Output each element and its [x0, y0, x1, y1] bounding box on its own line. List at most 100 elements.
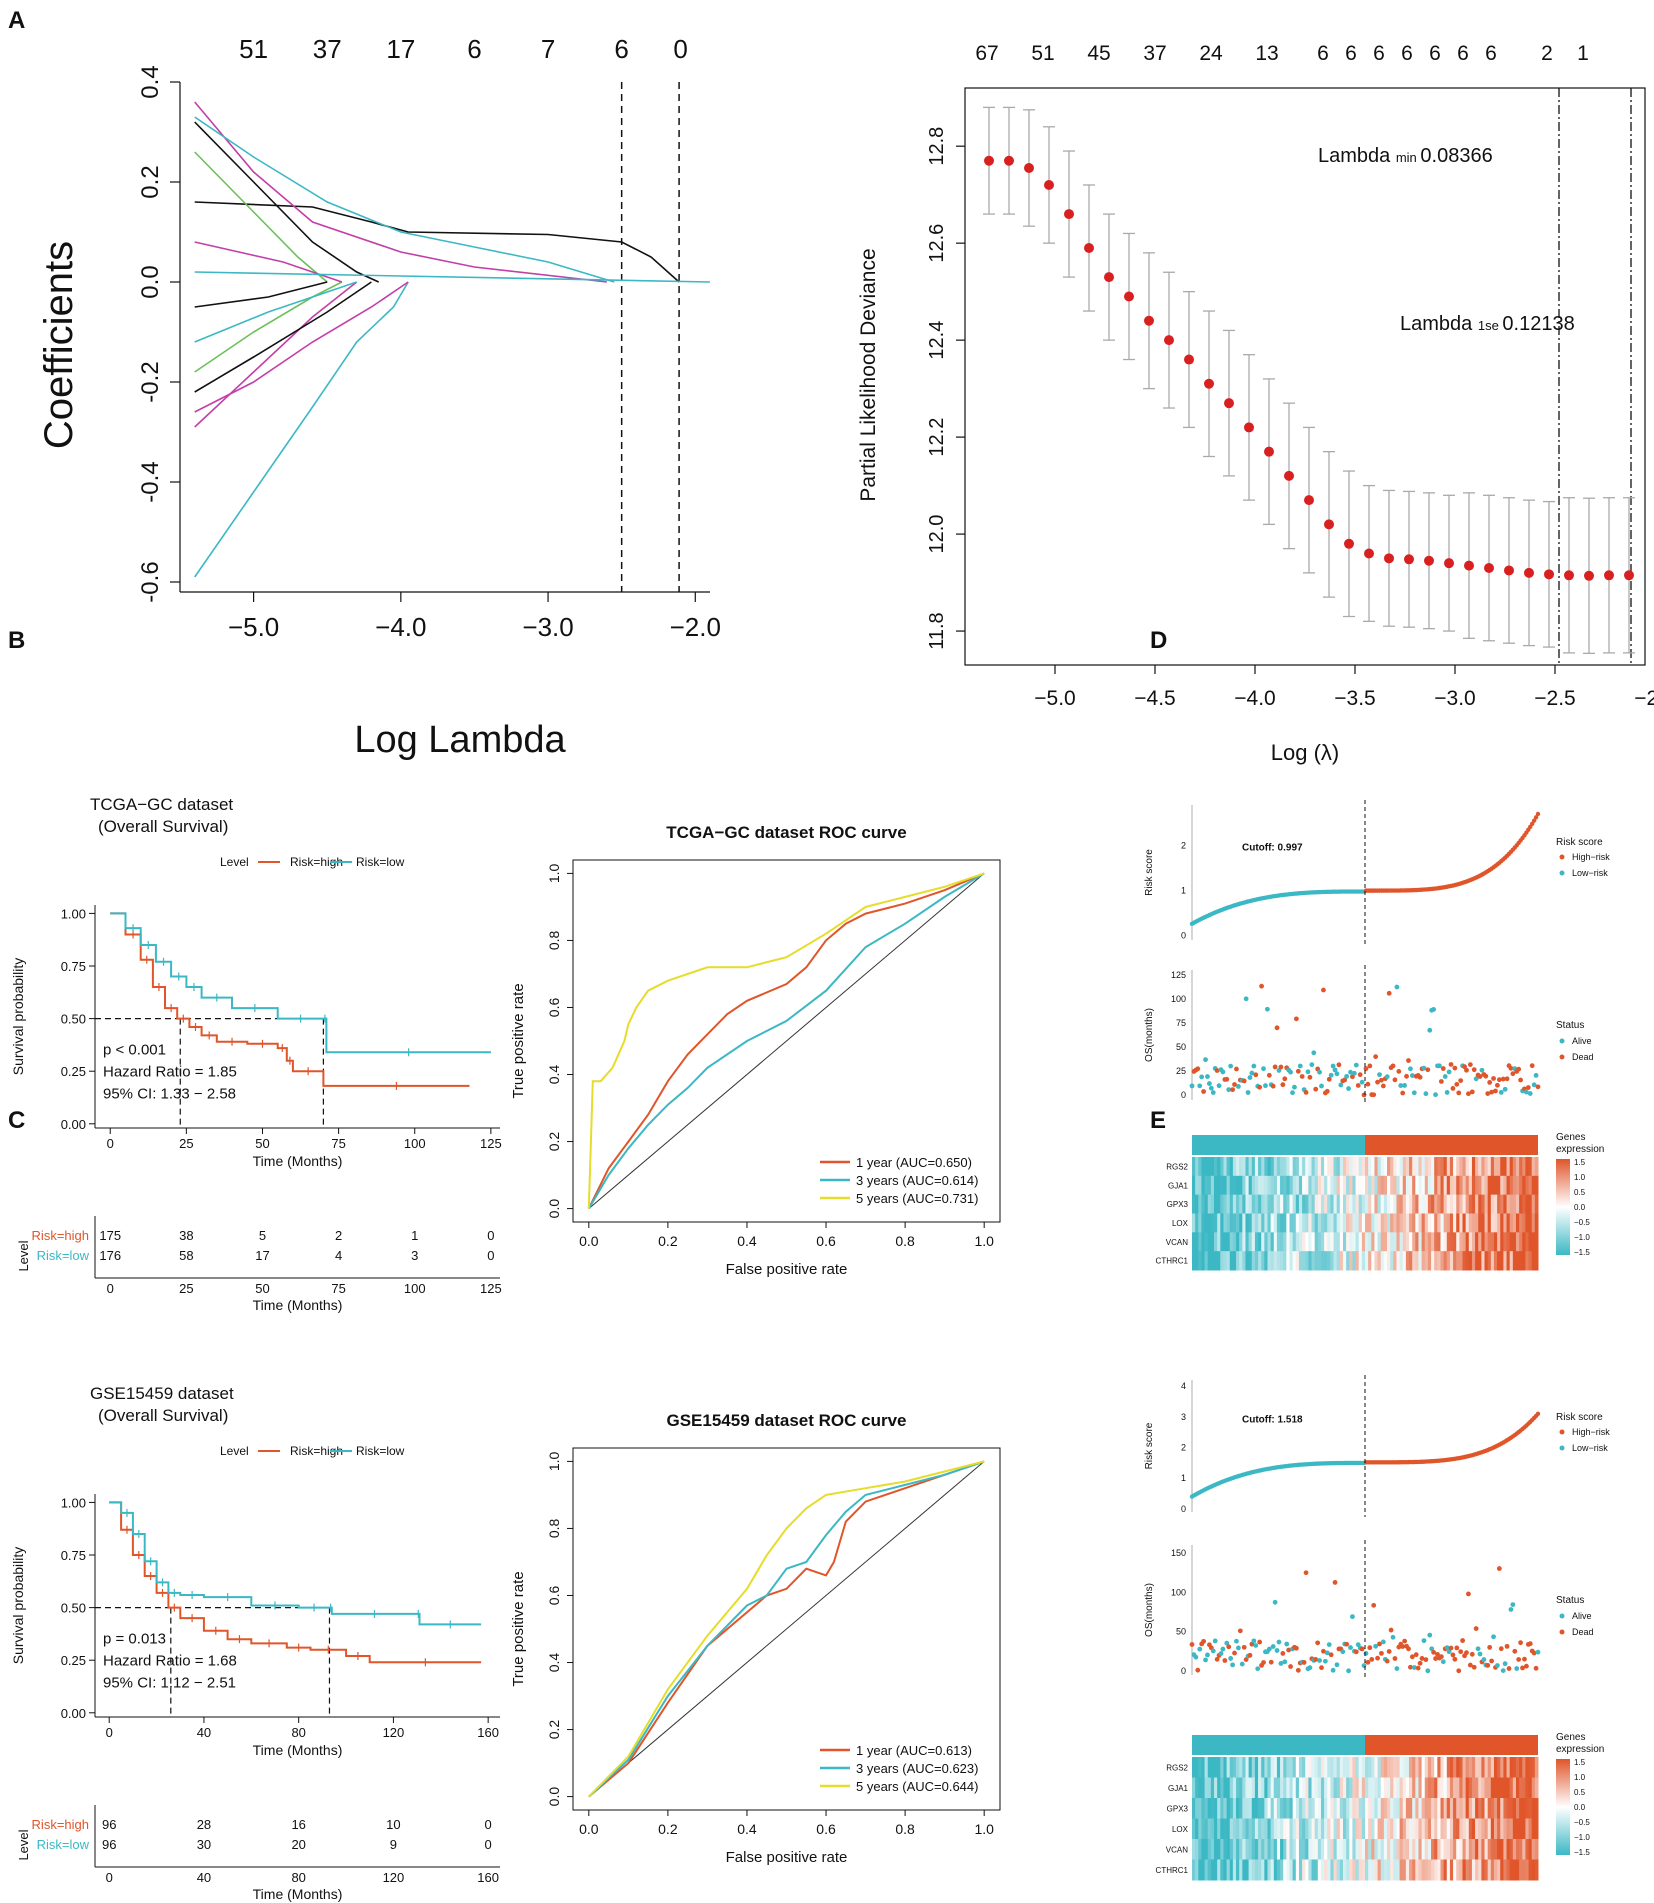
heat-cell: [1512, 1251, 1517, 1271]
heat-cell: [1195, 1798, 1199, 1819]
os-point: [1467, 1662, 1473, 1668]
legend-label: High−risk: [1572, 852, 1610, 862]
os-point: [1357, 1072, 1363, 1078]
heat-cell: [1361, 1839, 1366, 1860]
heat-cell: [1396, 1232, 1401, 1252]
os-point: [1423, 1091, 1429, 1097]
deviance-point: [1424, 555, 1434, 566]
heat-cell: [1358, 1757, 1363, 1778]
os-point: [1406, 1058, 1411, 1063]
heat-cell: [1522, 1175, 1526, 1196]
heat-cell: [1515, 1777, 1520, 1799]
heat-cell: [1352, 1251, 1357, 1271]
heat-cell: [1493, 1839, 1498, 1860]
heat-cell: [1248, 1213, 1253, 1233]
heat-cell: [1192, 1194, 1196, 1214]
os-point: [1471, 1067, 1477, 1073]
heat-cell: [1374, 1194, 1379, 1214]
os-point: [1522, 1656, 1527, 1662]
heat-cell: [1390, 1859, 1394, 1881]
coef-path: [194, 201, 680, 283]
heat-cell: [1204, 1777, 1209, 1799]
heat-cell: [1434, 1232, 1438, 1252]
heat-cell: [1236, 1859, 1240, 1881]
heat-cell: [1440, 1777, 1445, 1799]
heat-cell: [1412, 1859, 1416, 1881]
heat-cell: [1509, 1194, 1514, 1214]
heat-cell: [1515, 1757, 1520, 1778]
heat-cell: [1361, 1859, 1366, 1881]
os-point: [1377, 1641, 1382, 1647]
heat-cell: [1453, 1213, 1457, 1233]
heat-cell: [1248, 1757, 1253, 1778]
heat-cell: [1380, 1818, 1385, 1840]
y-tick-label: 0.4: [137, 65, 164, 98]
heat-cell: [1468, 1157, 1473, 1177]
heat-cell: [1283, 1777, 1287, 1799]
heat-cell: [1349, 1157, 1353, 1177]
heat-cell: [1393, 1757, 1397, 1778]
heat-cell: [1242, 1839, 1246, 1860]
heat-cell: [1387, 1757, 1391, 1778]
heat-cell: [1462, 1251, 1467, 1271]
y-tick-label: 0.75: [61, 959, 86, 974]
heat-cell: [1261, 1194, 1265, 1214]
heat-cell: [1298, 1251, 1303, 1271]
heat-cell: [1214, 1194, 1218, 1214]
os-point: [1212, 1638, 1218, 1644]
os-point: [1386, 1649, 1392, 1654]
risk-y-tick-label: 3: [1181, 1412, 1186, 1422]
heat-cell: [1377, 1798, 1382, 1819]
heat-cell: [1446, 1777, 1451, 1799]
os-point: [1483, 1073, 1489, 1079]
heat-cell: [1317, 1757, 1322, 1778]
heat-cell: [1471, 1251, 1476, 1271]
heat-cell: [1509, 1251, 1514, 1271]
heat-cell: [1258, 1839, 1262, 1860]
heat-cell: [1427, 1859, 1432, 1881]
heat-cell: [1393, 1194, 1397, 1214]
heat-cell: [1258, 1213, 1262, 1233]
heat-cell: [1201, 1232, 1206, 1252]
heat-cell: [1220, 1839, 1224, 1860]
group-bar-low: [1192, 1135, 1365, 1155]
legend-title: Status: [1556, 1020, 1584, 1031]
heat-cell: [1519, 1232, 1523, 1252]
heat-cell: [1427, 1213, 1432, 1233]
os-point: [1288, 1664, 1293, 1669]
heat-cell: [1471, 1175, 1476, 1196]
heat-cell: [1380, 1798, 1385, 1819]
heat-cell: [1251, 1798, 1256, 1819]
coef-path: [194, 116, 615, 283]
heat-cell: [1245, 1194, 1250, 1214]
heat-cell: [1402, 1839, 1407, 1860]
heat-cell: [1528, 1839, 1533, 1860]
heat-cell: [1270, 1232, 1275, 1252]
panel-label-B: B: [8, 627, 25, 654]
heat-cell: [1405, 1859, 1410, 1881]
heat-cell: [1254, 1818, 1259, 1840]
coef-path: [194, 281, 357, 343]
heat-cell: [1393, 1251, 1397, 1271]
top-df-label: 51: [239, 34, 268, 64]
heat-cell: [1377, 1213, 1382, 1233]
heat-cell: [1320, 1859, 1325, 1881]
os-point: [1392, 1656, 1398, 1661]
heat-cell: [1295, 1818, 1300, 1840]
heat-cell: [1292, 1757, 1297, 1778]
os-point: [1371, 1092, 1377, 1098]
heat-cell: [1453, 1175, 1457, 1196]
heat-cell: [1342, 1839, 1347, 1860]
heat-cell: [1261, 1757, 1265, 1778]
legend-label-low: Risk=low: [356, 855, 405, 869]
os-point: [1406, 1646, 1411, 1652]
heat-cell: [1405, 1777, 1410, 1799]
heat-cell: [1204, 1251, 1209, 1271]
risk-point: [1535, 811, 1541, 817]
os-point: [1334, 1662, 1340, 1668]
heat-cell: [1258, 1251, 1262, 1271]
heat-cell: [1528, 1251, 1533, 1271]
heat-cell: [1374, 1859, 1379, 1881]
heat-cell: [1333, 1839, 1338, 1860]
heat-cell: [1471, 1818, 1476, 1840]
